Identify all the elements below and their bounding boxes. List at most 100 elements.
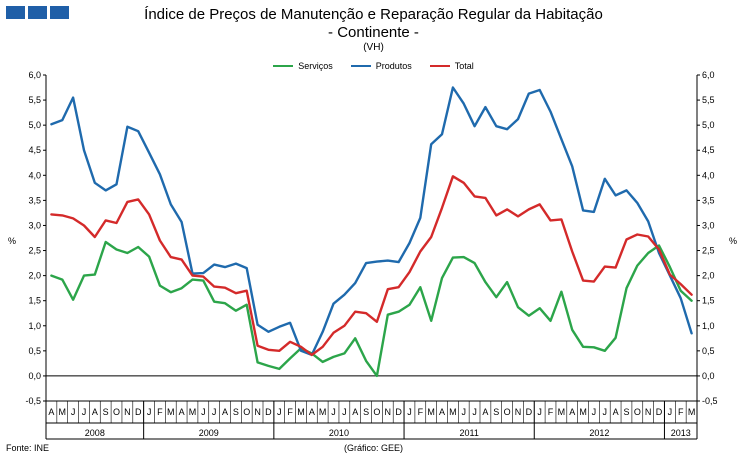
x-tick-label-month: M: [59, 407, 67, 417]
x-tick-label-month: D: [656, 407, 663, 417]
legend-swatch: [429, 65, 450, 67]
y-tick-label-left: 1,5: [28, 296, 41, 306]
y-tick-label-left: 0,0: [28, 371, 41, 381]
x-tick-label-month: J: [277, 407, 282, 417]
x-tick-label-month: M: [297, 407, 305, 417]
x-tick-label-month: A: [439, 407, 445, 417]
x-tick-label-month: J: [472, 407, 477, 417]
x-tick-label-month: J: [201, 407, 206, 417]
series-line-produtos: [50, 86, 693, 357]
x-tick-label-month: J: [537, 407, 542, 417]
x-tick-label-month: F: [548, 407, 554, 417]
y-tick-label-left: 4,0: [28, 170, 41, 180]
y-tick-label-right: 3,0: [702, 220, 715, 230]
x-tick-label-month: M: [579, 407, 587, 417]
y-tick-label-right: -0,5: [702, 396, 718, 406]
x-tick-label-month: A: [309, 407, 315, 417]
y-tick-label-left: -0,5: [25, 396, 41, 406]
x-tick-label-month: D: [135, 407, 142, 417]
x-tick-label-month: M: [167, 407, 175, 417]
x-tick-label-month: J: [668, 407, 673, 417]
x-tick-label-month: J: [147, 407, 152, 417]
x-tick-label-month: M: [558, 407, 566, 417]
x-tick-label-month: J: [82, 407, 87, 417]
y-tick-label-left: 2,0: [28, 271, 41, 281]
y-axis-label-right: %: [729, 236, 737, 246]
x-tick-label-month: N: [385, 407, 392, 417]
y-tick-label-right: 0,5: [702, 346, 715, 356]
legend-item-servicos: Serviços: [273, 61, 333, 71]
legend-item-total: Total: [429, 61, 474, 71]
x-tick-label-month: S: [623, 407, 629, 417]
x-tick-label-month: J: [212, 407, 217, 417]
x-tick-label-month: J: [342, 407, 347, 417]
legend-label: Produtos: [375, 61, 412, 71]
x-tick-label-month: J: [592, 407, 597, 417]
logo-block: [6, 6, 25, 19]
x-tick-label-month: F: [287, 407, 293, 417]
chart-credit: (Gráfico: GEE): [343, 443, 403, 453]
x-tick-label-year: 2011: [459, 428, 478, 438]
x-tick-label-month: A: [352, 407, 358, 417]
y-tick-label-right: 2,0: [702, 271, 715, 281]
x-tick-label-year: 2009: [199, 428, 219, 438]
x-tick-label-month: N: [254, 407, 261, 417]
x-tick-label-month: O: [504, 407, 511, 417]
x-tick-label-month: S: [493, 407, 499, 417]
x-tick-label-month: S: [363, 407, 369, 417]
y-tick-label-right: 4,0: [702, 170, 715, 180]
x-tick-label-month: A: [569, 407, 575, 417]
x-tick-label-month: M: [319, 407, 327, 417]
logo-block: [50, 6, 69, 19]
y-tick-label-left: 3,0: [28, 220, 41, 230]
x-tick-label-month: N: [124, 407, 131, 417]
y-tick-label-right: 2,5: [702, 246, 715, 256]
x-tick-label-month: D: [526, 407, 533, 417]
legend-label: Total: [454, 61, 474, 71]
x-tick-label-month: J: [331, 407, 336, 417]
logo-block: [28, 6, 47, 19]
source-note: Fonte: INE: [6, 443, 50, 453]
x-tick-label-month: M: [427, 407, 435, 417]
y-tick-label-left: 4,5: [28, 145, 41, 155]
x-tick-label-month: S: [233, 407, 239, 417]
legend-swatch: [273, 65, 294, 67]
x-tick-label-month: O: [373, 407, 380, 417]
x-tick-label-month: A: [92, 407, 98, 417]
y-tick-label-left: 1,0: [28, 321, 41, 331]
x-tick-label-month: J: [71, 407, 76, 417]
x-tick-label-month: D: [395, 407, 402, 417]
x-tick-label-month: A: [48, 407, 54, 417]
y-tick-label-left: 3,5: [28, 195, 41, 205]
x-tick-label-month: M: [688, 407, 696, 417]
x-tick-label-month: F: [157, 407, 163, 417]
x-tick-label-month: A: [222, 407, 228, 417]
chart-title-region: - Continente -: [328, 24, 419, 41]
series-line-total: [50, 175, 693, 357]
x-tick-label-month: N: [515, 407, 522, 417]
x-tick-label-month: O: [243, 407, 250, 417]
y-tick-label-right: 1,0: [702, 321, 715, 331]
x-tick-label-month: D: [265, 407, 272, 417]
x-tick-label-month: A: [179, 407, 185, 417]
x-tick-label-month: A: [482, 407, 488, 417]
y-tick-label-right: 5,0: [702, 120, 715, 130]
y-tick-label-left: 6,0: [28, 70, 41, 80]
legend-label: Serviços: [298, 61, 333, 71]
chart-legend: Serviços Produtos Total: [0, 61, 747, 71]
x-tick-label-month: A: [613, 407, 619, 417]
y-tick-label-left: 5,0: [28, 120, 41, 130]
y-tick-label-left: 2,5: [28, 246, 41, 256]
y-tick-label-right: 5,5: [702, 95, 715, 105]
legend-swatch: [350, 65, 371, 67]
x-tick-label-month: O: [113, 407, 120, 417]
x-tick-label-month: M: [449, 407, 457, 417]
x-tick-label-year: 2012: [589, 428, 609, 438]
y-tick-label-left: 5,5: [28, 95, 41, 105]
x-tick-label-month: F: [418, 407, 424, 417]
x-tick-label-year: 2008: [85, 428, 105, 438]
legend-item-produtos: Produtos: [350, 61, 412, 71]
x-tick-label-month: O: [634, 407, 641, 417]
x-tick-label-month: N: [645, 407, 652, 417]
